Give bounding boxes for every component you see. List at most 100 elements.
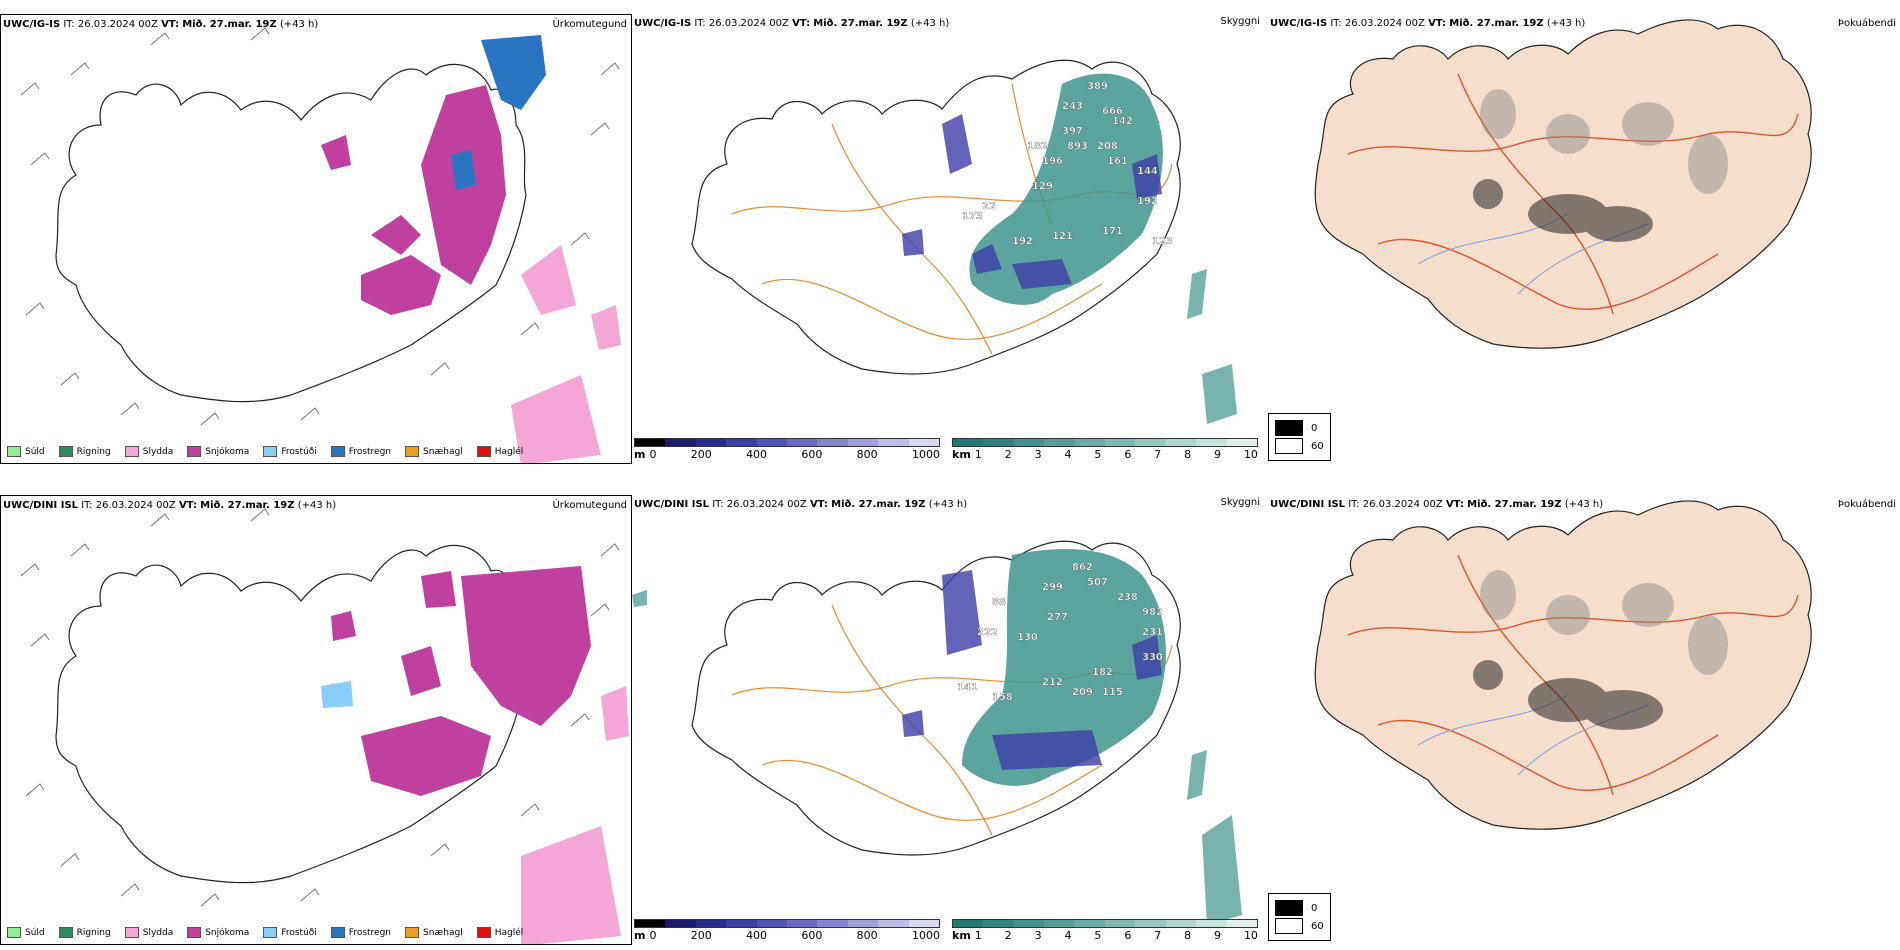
colorbar-segment xyxy=(878,439,909,446)
cloud-base-label: 123 xyxy=(1152,236,1173,247)
colorbar-segment xyxy=(1226,920,1258,927)
colorbar-segment xyxy=(1135,920,1166,927)
fog-legend-row1: 0 60 xyxy=(1268,413,1331,461)
legend-swatch xyxy=(124,446,139,457)
tick-label: 200 xyxy=(690,929,712,942)
fog-legend-entry: 0 xyxy=(1275,420,1324,436)
panel-title-cloud: Skyggni xyxy=(1220,497,1260,508)
colorbar-segment xyxy=(847,920,879,927)
iceland-outline xyxy=(55,63,527,403)
precip-map-row2 xyxy=(20,508,629,944)
fog-value-0: 0 xyxy=(1311,422,1318,434)
cloud-base-label: 22 xyxy=(982,201,996,212)
valid-time: Mið. 27.mar. 19Z xyxy=(813,18,908,29)
tick-label: 8 xyxy=(1184,929,1192,942)
fog-legend-entry: 60 xyxy=(1275,438,1324,454)
legend-swatch xyxy=(330,446,345,457)
precip-frostudi xyxy=(321,681,353,708)
fog-swatch-0 xyxy=(1275,420,1303,436)
colorbar-segment xyxy=(1105,439,1136,446)
height-ticks: m 0 200 400 600 800 1000 xyxy=(634,448,940,461)
init-time: IT: 26.03.2024 00Z xyxy=(694,18,789,29)
header-row1: UWC/IG-IS IT: 26.03.2024 00Z VT: Mið. 27… xyxy=(3,19,318,30)
colorbar-segment xyxy=(726,920,757,927)
fog-legend-row2: 0 60 xyxy=(1268,893,1331,941)
tick-label: 3 xyxy=(1034,448,1042,461)
visibility-unit: km xyxy=(952,929,971,942)
valid-time-label: VT: xyxy=(178,500,197,511)
tick-label: 7 xyxy=(1154,448,1162,461)
fog-shading-light xyxy=(1480,570,1728,675)
colorbar-segment xyxy=(726,439,757,446)
legend-label: Haglél xyxy=(494,446,524,457)
legend-item: Snjókoma xyxy=(187,927,249,938)
colorbar-segment xyxy=(1013,439,1045,446)
model-name: UWC/DINI ISL xyxy=(3,500,79,511)
cloud-base-blue xyxy=(902,114,1162,289)
legend-item: Frostúði xyxy=(263,927,317,938)
height-colorbar xyxy=(634,919,940,928)
init-time: IT: 26.03.2024 00Z xyxy=(712,499,807,510)
tick-label: 800 xyxy=(856,448,878,461)
cloud-base-blue xyxy=(902,570,1162,770)
fog-value-60: 60 xyxy=(1311,440,1324,452)
precip-legend: Súld Rigning Slydda Snjókoma Frostúði Frostre… xyxy=(7,446,523,457)
tick-label: 10 xyxy=(1243,448,1258,461)
cloud-base-label: 196 xyxy=(1042,156,1063,167)
legend-item: Frostúði xyxy=(263,446,317,457)
cloud-base-label: 389 xyxy=(1087,81,1108,92)
fog-legend-entry: 0 xyxy=(1275,900,1324,916)
height-unit: m xyxy=(634,929,646,942)
cloud-base-label: 222 xyxy=(977,627,998,638)
colorbar-segment xyxy=(908,439,940,446)
fog-swatch-0 xyxy=(1275,900,1303,916)
colorbar-segment xyxy=(635,920,666,927)
precip-panel-row2: UWC/DINI ISL IT: 26.03.2024 00Z VT: Mið.… xyxy=(0,495,632,945)
cloud-base-label: 88 xyxy=(992,597,1006,608)
height-colorbar-row2: m 0 200 400 600 800 1000 xyxy=(634,919,940,942)
colorbar-segment xyxy=(1165,439,1197,446)
height-ticks: m 0 200 400 600 800 1000 xyxy=(634,929,940,942)
cloud-base-labels: 389 243 666 397 893 142 208 161 182 196 144 129 192 1… xyxy=(962,81,1173,247)
cloud-base-label: 158 xyxy=(992,692,1013,703)
fog-map-row1 xyxy=(1314,19,1812,349)
tick-label: 0 xyxy=(649,448,657,461)
legend-label: Snæhagl xyxy=(423,927,463,938)
cloud-map-row2: 862 507 299 238 982 231 330 277 130 182 141 212 209 1… xyxy=(632,540,1242,925)
legend-swatch xyxy=(476,446,491,457)
tick-label: 2 xyxy=(1004,929,1012,942)
visibility-unit: km xyxy=(952,448,971,461)
cloud-base-label: 862 xyxy=(1072,562,1093,573)
header-row2-cloud: UWC/DINI ISL IT: 26.03.2024 00Z VT: Mið.… xyxy=(634,499,967,510)
legend-label: Rigning xyxy=(76,927,111,938)
tick-label: 600 xyxy=(801,448,823,461)
legend-label: Snjókoma xyxy=(205,927,250,938)
cloud-base-label: 277 xyxy=(1047,612,1068,623)
fog-legend-entry: 60 xyxy=(1275,918,1324,934)
tick-label: 5 xyxy=(1094,929,1102,942)
height-colorbar-row1: m 0 200 400 600 800 1000 xyxy=(634,438,940,461)
fog-panel-row1: UWC/IG-IS IT: 26.03.2024 00Z VT: Mið. 27… xyxy=(1268,14,1900,414)
fog-value-0: 0 xyxy=(1311,902,1318,914)
cloud-base-label: 173 xyxy=(962,211,983,222)
valid-time: Mið. 27.mar. 19Z xyxy=(831,499,926,510)
legend-item: Rigning xyxy=(58,927,111,938)
cloud-base-label: 666 xyxy=(1102,106,1123,117)
cloud-base-label: 212 xyxy=(1042,677,1063,688)
model-name: UWC/DINI ISL xyxy=(634,499,710,510)
tick-label: 200 xyxy=(690,448,712,461)
colorbar-segment xyxy=(847,439,879,446)
model-name: UWC/IG-IS xyxy=(1270,18,1328,29)
tick-label: 800 xyxy=(856,929,878,942)
legend-swatch xyxy=(58,927,73,938)
fog-shading-light xyxy=(1480,89,1728,194)
valid-time: Mið. 27.mar. 19Z xyxy=(182,19,277,30)
colorbar-segment xyxy=(635,439,666,446)
lead-time: (+43 h) xyxy=(297,500,337,511)
cloud-map-row1: 389 243 666 397 893 142 208 161 182 196 144 129 192 1… xyxy=(691,59,1237,424)
visibility-colorbar-row1: km 1 2 3 4 5 6 7 8 9 10 xyxy=(952,438,1258,461)
legend-item: Haglél xyxy=(476,927,523,938)
legend-item: Slydda xyxy=(124,446,173,457)
cloud-base-label: 121 xyxy=(1052,231,1073,242)
height-colorbar xyxy=(634,438,940,447)
